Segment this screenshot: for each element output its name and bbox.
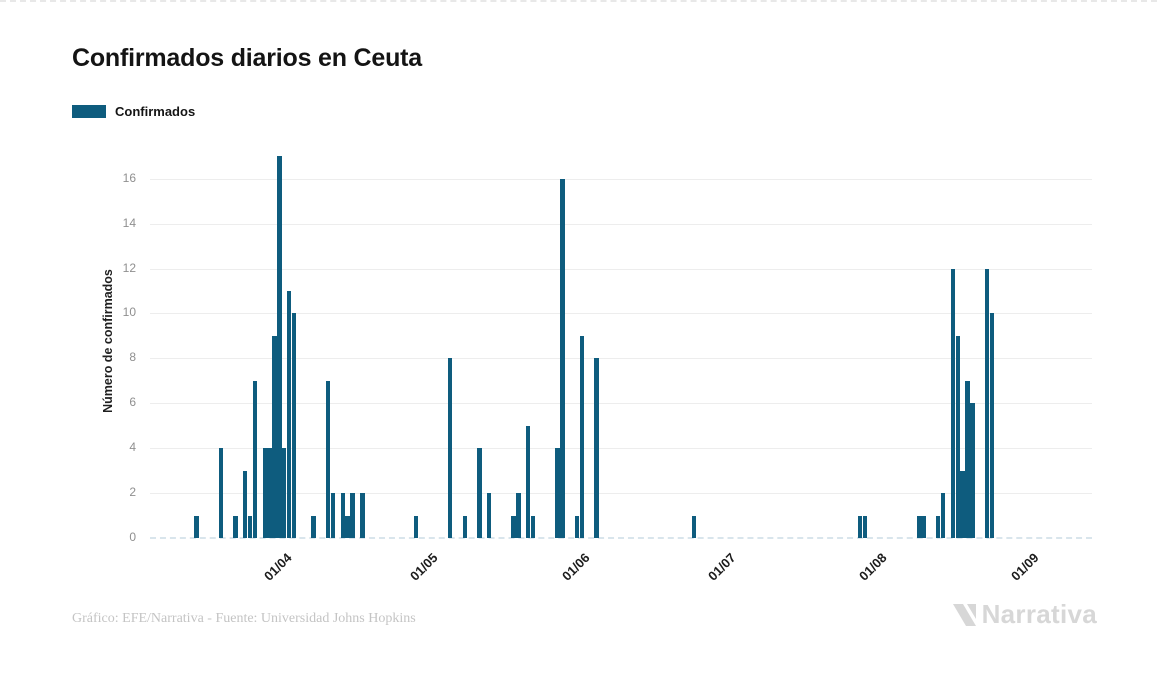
y-tick-label-0: 0 (129, 530, 136, 544)
bar-day-41[interactable] (350, 493, 355, 538)
bar-day-166[interactable] (960, 470, 965, 538)
y-tick-label-16: 16 (122, 170, 136, 185)
credit-text: Gráfico: EFE/Narrativa - Fuente: Univers… (72, 611, 416, 626)
y-tick-label-6: 6 (129, 395, 136, 410)
gridline-2 (150, 493, 1092, 495)
bar-day-162[interactable] (940, 493, 946, 538)
bar-day-157[interactable] (916, 515, 921, 538)
bar-day-19[interactable] (242, 470, 248, 538)
bar-day-37[interactable] (330, 493, 336, 538)
bar-day-88[interactable] (579, 335, 585, 538)
bar-day-145[interactable] (857, 515, 863, 538)
y-tick-label-12: 12 (122, 260, 136, 275)
bar-day-171[interactable] (984, 268, 990, 538)
y-axis-title: Número de confirmados (101, 269, 115, 413)
x-tick-label-01-08: 01/08 (856, 550, 891, 584)
bar-day-21[interactable] (252, 380, 258, 538)
x-axis-baseline (150, 537, 1092, 539)
gridline-14 (150, 223, 1092, 225)
bar-day-111[interactable] (692, 515, 697, 538)
bar-day-164[interactable] (950, 268, 956, 538)
gridline-16 (150, 178, 1092, 180)
y-tick-label-14: 14 (122, 215, 136, 230)
bar-day-158[interactable] (921, 515, 926, 538)
bar-day-25[interactable] (272, 335, 277, 538)
bar-day-74[interactable] (511, 515, 516, 538)
bar-day-69[interactable] (487, 493, 492, 538)
x-tick-label-01-06: 01/06 (558, 550, 593, 584)
bar-day-84[interactable] (560, 178, 565, 538)
bar-day-161[interactable] (936, 515, 941, 538)
bar-day-9[interactable] (194, 515, 199, 538)
legend-label: Confirmados (115, 104, 196, 119)
bar-day-29[interactable] (291, 313, 297, 538)
y-tick-label-10: 10 (122, 305, 136, 320)
bar-day-146[interactable] (862, 515, 868, 538)
bar-day-40[interactable] (345, 515, 350, 538)
page-title: Confirmados diarios en Ceuta (72, 44, 423, 72)
gridline-8 (150, 358, 1092, 360)
bar-day-167[interactable] (965, 380, 970, 538)
bar-day-172[interactable] (989, 313, 995, 538)
bar-day-28[interactable] (286, 290, 292, 538)
bar-day-20[interactable] (247, 515, 253, 538)
bar-day-165[interactable] (955, 335, 960, 538)
y-tick-label-2: 2 (129, 485, 136, 500)
narrativa-wordmark: Narrativa (981, 599, 1097, 629)
bar-day-39[interactable] (340, 493, 345, 538)
top-dashed-divider (0, 0, 1157, 2)
bar-day-64[interactable] (462, 515, 467, 538)
bar-day-43[interactable] (360, 493, 365, 538)
x-tick-label-01-07: 01/07 (705, 550, 739, 584)
gridline-12 (150, 268, 1092, 270)
narrativa-logo: Narrativa (951, 599, 1097, 630)
x-tick-label-01-04: 01/04 (261, 550, 295, 584)
bar-day-14[interactable] (218, 448, 223, 538)
legend: Confirmados (72, 104, 195, 119)
bar-day-78[interactable] (530, 515, 536, 538)
bar-day-87[interactable] (574, 515, 580, 538)
bar-day-77[interactable] (526, 425, 531, 538)
x-tick-label-01-05: 01/05 (407, 550, 442, 584)
bar-day-36[interactable] (325, 380, 331, 538)
plot-area (150, 145, 1092, 539)
bar-day-17[interactable] (233, 515, 238, 538)
bar-day-67[interactable] (477, 448, 482, 538)
legend-swatch (72, 105, 106, 118)
gridline-6 (150, 403, 1092, 405)
bar-day-27[interactable] (282, 448, 287, 538)
bar-day-75[interactable] (516, 493, 521, 538)
bar-day-24[interactable] (267, 448, 272, 538)
bar-day-61[interactable] (447, 358, 453, 538)
bar-day-168[interactable] (970, 403, 975, 538)
y-tick-label-8: 8 (129, 350, 136, 365)
bar-day-83[interactable] (555, 448, 560, 538)
bar-day-33[interactable] (311, 515, 316, 538)
gridline-4 (150, 448, 1092, 450)
bar-day-91[interactable] (594, 358, 599, 538)
bar-day-23[interactable] (262, 448, 267, 538)
y-tick-label-4: 4 (129, 440, 136, 455)
x-tick-label-01-09: 01/09 (1007, 550, 1042, 584)
gridline-10 (150, 313, 1092, 315)
bar-day-26[interactable] (277, 156, 282, 538)
narrativa-mark-icon (952, 603, 976, 626)
bar-day-54[interactable] (413, 515, 419, 538)
